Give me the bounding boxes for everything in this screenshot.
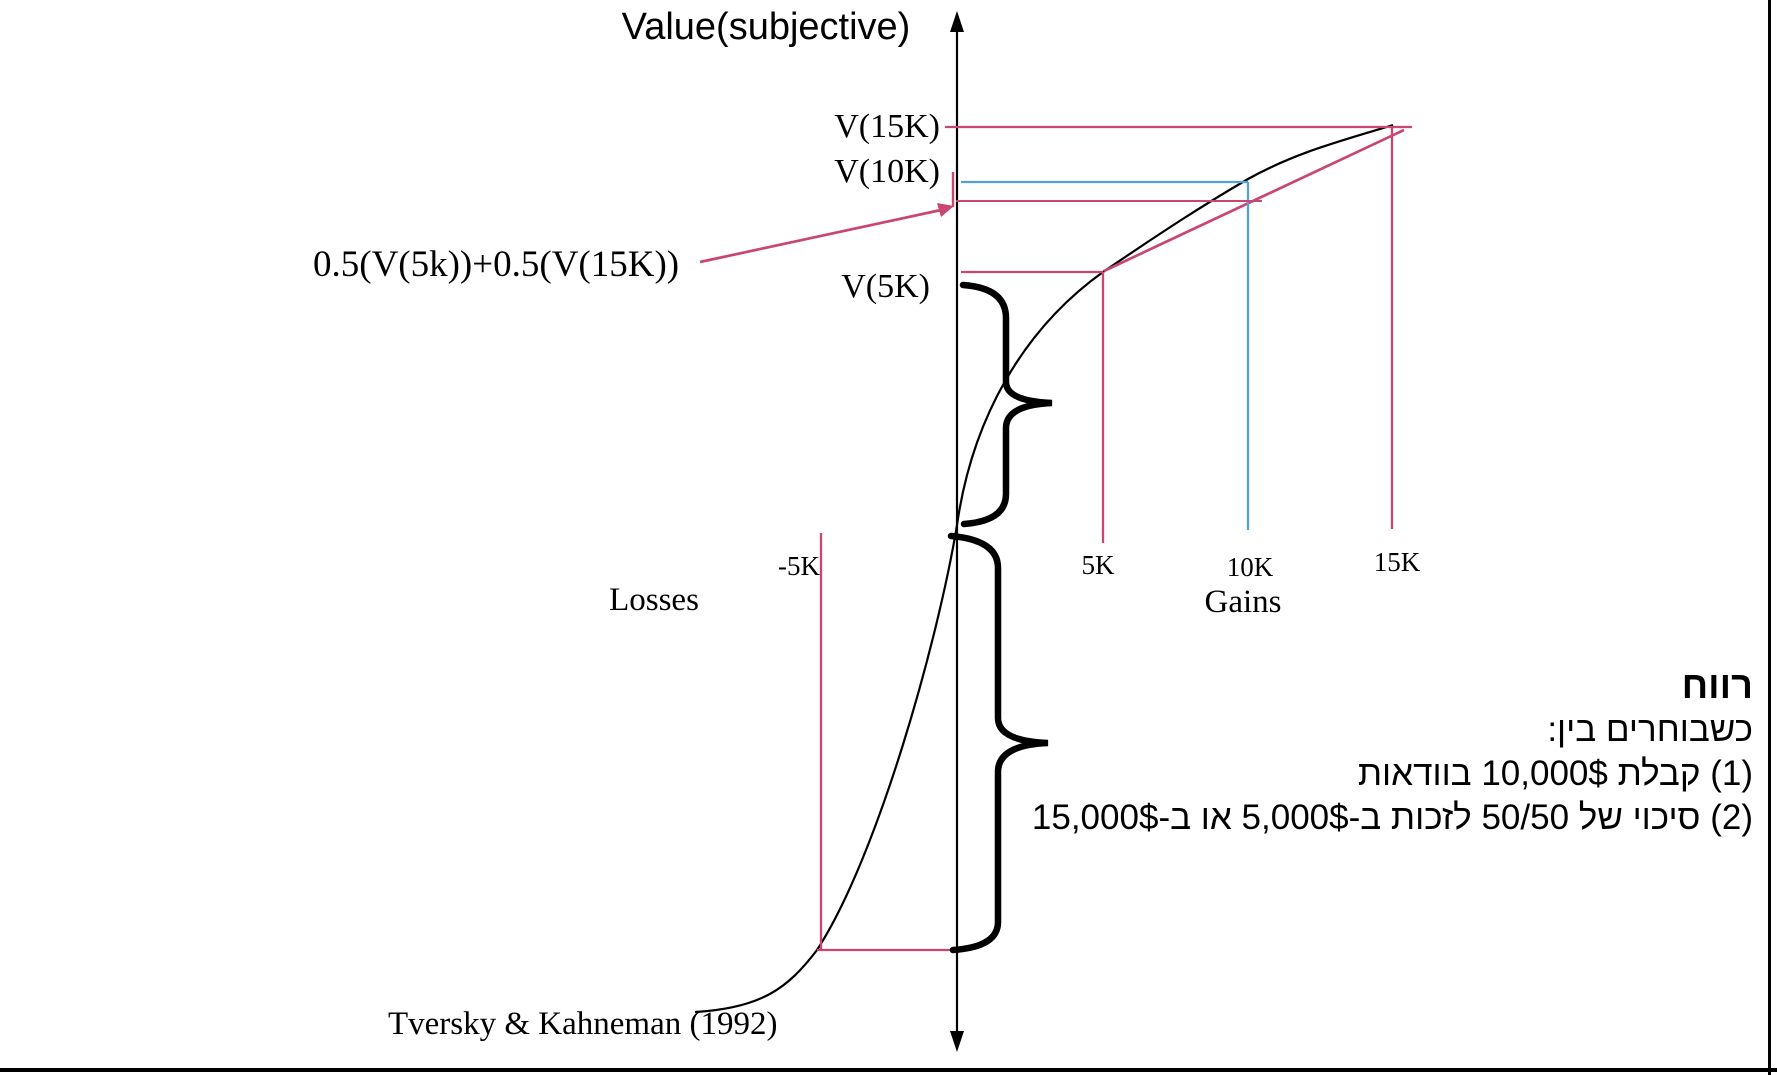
- hebrew-note-line: (1) קבלת 10,000$ בוודאות: [1357, 754, 1753, 793]
- tick-neg5k-label: -5K: [778, 551, 820, 581]
- annotation-arrow-shaft: [699, 208, 942, 264]
- axis-arrow-down-icon: [950, 1031, 964, 1052]
- tick-5k-label: 5K: [1081, 550, 1115, 580]
- v5k-label: V(5K): [841, 268, 930, 305]
- axis-arrow-up-icon: [950, 11, 964, 32]
- y-axis-title: Value(subjective): [621, 6, 911, 48]
- slide-bottom-border: [0, 1068, 1777, 1072]
- hebrew-note-line: (2) סיכוי של 50/50 לזכות ב-5,000$ או ב-1…: [1031, 798, 1753, 837]
- slide-right-border: [1768, 0, 1771, 1075]
- annotation-arrow-head-icon: [937, 203, 954, 217]
- tick-15k-label: 15K: [1373, 547, 1421, 577]
- hebrew-note-title: רווח: [1681, 665, 1753, 707]
- citation: Tversky & Kahneman (1992): [388, 1006, 778, 1042]
- hebrew-note-line: כשבוחרים בין:: [1547, 710, 1753, 749]
- hebrew-note: רווח כשבוחרים בין: (1) קבלת 10,000$ בווד…: [1032, 664, 1753, 840]
- gains-label: Gains: [1204, 584, 1282, 620]
- losses-label: Losses: [609, 582, 699, 618]
- brace-gains: [959, 281, 1053, 528]
- tick-10k-label: 10K: [1226, 552, 1274, 582]
- expected-value-formula: 0.5(V(5k))+0.5(V(15K)): [313, 244, 680, 285]
- brace-losses: [947, 532, 1049, 954]
- v10k-label: V(10K): [834, 153, 940, 190]
- v15k-label: V(15K): [834, 108, 940, 145]
